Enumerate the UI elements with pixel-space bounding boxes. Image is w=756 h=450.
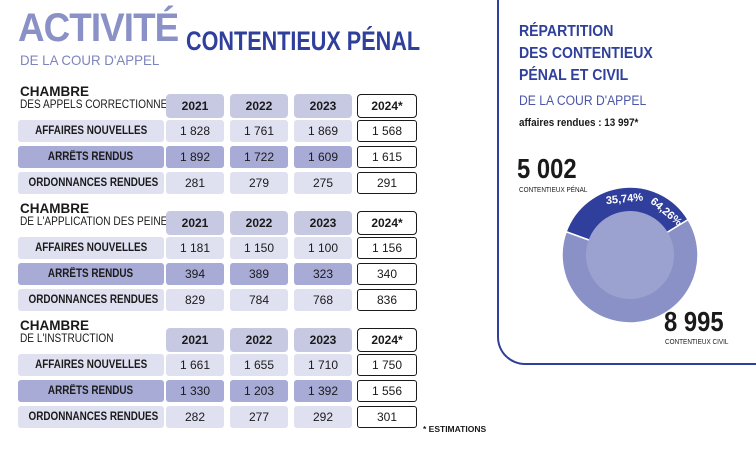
value-cell: 784	[230, 289, 288, 311]
estimations-note: * ESTIMATIONS	[423, 424, 487, 434]
year-header: 2023	[294, 94, 352, 118]
chamber-title: CHAMBRE	[20, 201, 89, 216]
year-header: 2024*	[357, 328, 417, 352]
value-cell: 1 892	[166, 146, 224, 168]
row-label: ORDONNANCES RENDUES	[18, 289, 164, 311]
row-label: ORDONNANCES RENDUES	[18, 172, 164, 194]
value-cell: 301	[357, 406, 417, 428]
value-cell: 1 568	[357, 120, 417, 142]
penal-value: 5 002	[517, 153, 577, 184]
repartition-donut-chart: 35,74% 64,26%	[561, 186, 699, 324]
chamber-title: CHAMBRE	[20, 318, 89, 333]
chamber-subtitle: DE L'APPLICATION DES PEINES	[20, 216, 175, 228]
civil-value: 8 995	[664, 306, 724, 337]
chamber-title: CHAMBRE	[20, 84, 89, 99]
value-cell: 1 661	[166, 354, 224, 376]
value-cell: 1 869	[294, 120, 352, 142]
value-cell: 1 392	[294, 380, 352, 402]
row-label: ARRÊTS RENDUS	[18, 263, 164, 285]
value-cell: 1 710	[294, 354, 352, 376]
value-cell: 829	[166, 289, 224, 311]
value-cell: 1 556	[357, 380, 417, 402]
chamber-subtitle: DE L'INSTRUCTION	[20, 333, 114, 345]
row-label: ARRÊTS RENDUS	[18, 146, 164, 168]
value-cell: 389	[230, 263, 288, 285]
row-label: AFFAIRES NOUVELLES	[18, 237, 164, 259]
value-cell: 1 330	[166, 380, 224, 402]
repartition-title-line-3: PÉNAL ET CIVIL	[519, 67, 629, 84]
year-header: 2022	[230, 94, 288, 118]
value-cell: 281	[166, 172, 224, 194]
value-cell: 282	[166, 406, 224, 428]
year-header: 2023	[294, 211, 352, 235]
donut-center	[586, 211, 674, 299]
year-header: 2021	[166, 94, 224, 118]
value-cell: 275	[294, 172, 352, 194]
row-label: AFFAIRES NOUVELLES	[18, 354, 164, 376]
value-cell: 323	[294, 263, 352, 285]
year-header: 2021	[166, 211, 224, 235]
year-header: 2024*	[357, 211, 417, 235]
section-title: CONTENTIEUX PÉNAL	[186, 26, 421, 56]
value-cell: 1 181	[166, 237, 224, 259]
repartition-title-line-1: RÉPARTITION	[519, 23, 614, 40]
page-subtitle: DE LA COUR D'APPEL	[20, 52, 160, 68]
row-label: ORDONNANCES RENDUES	[18, 406, 164, 428]
year-header: 2021	[166, 328, 224, 352]
value-cell: 340	[357, 263, 417, 285]
value-cell: 1 203	[230, 380, 288, 402]
value-cell: 1 750	[357, 354, 417, 376]
value-cell: 1 100	[294, 237, 352, 259]
repartition-total: affaires rendues : 13 997*	[519, 117, 639, 129]
penal-pct-label: 35,74%	[605, 191, 644, 207]
value-cell: 291	[357, 172, 417, 194]
year-header: 2022	[230, 211, 288, 235]
value-cell: 768	[294, 289, 352, 311]
page-title: ACTIVITÉ	[18, 6, 179, 50]
value-cell: 1 655	[230, 354, 288, 376]
civil-label: CONTENTIEUX CIVIL	[665, 337, 729, 346]
value-cell: 1 609	[294, 146, 352, 168]
value-cell: 394	[166, 263, 224, 285]
year-header: 2022	[230, 328, 288, 352]
repartition-title-line-2: DES CONTENTIEUX	[519, 45, 653, 62]
value-cell: 1 156	[357, 237, 417, 259]
repartition-subtitle: DE LA COUR D'APPEL	[519, 93, 647, 108]
year-header: 2023	[294, 328, 352, 352]
row-label: ARRÊTS RENDUS	[18, 380, 164, 402]
year-header: 2024*	[357, 94, 417, 118]
row-label: AFFAIRES NOUVELLES	[18, 120, 164, 142]
value-cell: 1 761	[230, 120, 288, 142]
value-cell: 279	[230, 172, 288, 194]
value-cell: 1 150	[230, 237, 288, 259]
value-cell: 292	[294, 406, 352, 428]
value-cell: 836	[357, 289, 417, 311]
value-cell: 1 615	[357, 146, 417, 168]
value-cell: 1 722	[230, 146, 288, 168]
penal-label: CONTENTIEUX PÉNAL	[519, 185, 588, 194]
value-cell: 1 828	[166, 120, 224, 142]
repartition-panel	[497, 0, 756, 365]
chamber-subtitle: DES APPELS CORRECTIONNELS	[20, 99, 180, 111]
value-cell: 277	[230, 406, 288, 428]
